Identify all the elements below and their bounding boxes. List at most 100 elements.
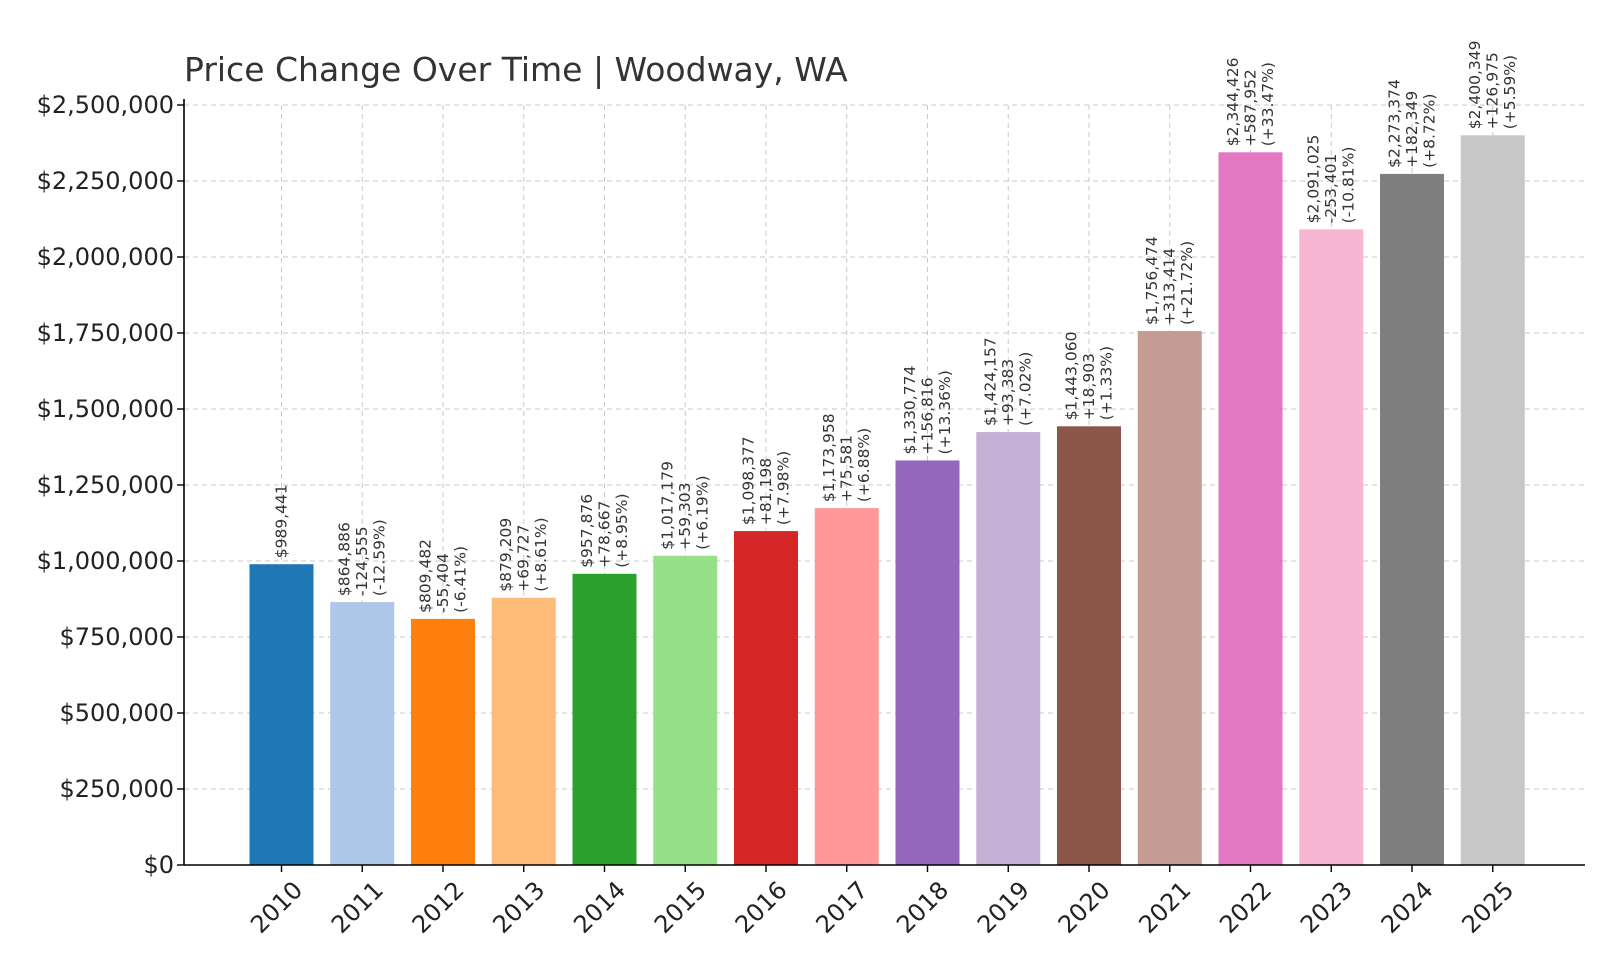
data-label-line: +75,581 bbox=[838, 435, 856, 502]
data-label-line: +126,975 bbox=[1484, 52, 1502, 129]
data-label-line: (+33.47%) bbox=[1259, 62, 1277, 146]
data-label-line: $2,344,426 bbox=[1224, 58, 1242, 147]
data-label-line: $1,330,774 bbox=[901, 366, 919, 455]
data-label-line: $1,443,060 bbox=[1063, 332, 1081, 421]
bar-2021 bbox=[1137, 331, 1202, 866]
data-label-line: (+21.72%) bbox=[1178, 241, 1196, 325]
bar-2017 bbox=[814, 508, 879, 865]
data-label-line: (-10.81%) bbox=[1340, 147, 1358, 224]
data-label-line: $1,098,377 bbox=[740, 436, 758, 525]
data-label-line: +587,952 bbox=[1242, 69, 1260, 146]
data-label-2011: $864,886 -124,555 (-12.59%) bbox=[336, 519, 389, 596]
data-label-line: $2,273,374 bbox=[1386, 79, 1404, 168]
data-label-line: +182,349 bbox=[1403, 91, 1421, 168]
bar-2018 bbox=[895, 460, 960, 865]
data-label-line: +18,903 bbox=[1080, 353, 1098, 420]
x-tick-label: 2025 bbox=[1456, 876, 1519, 939]
y-tick-label: $1,500,000 bbox=[37, 395, 174, 423]
x-tick-label: 2023 bbox=[1295, 876, 1358, 939]
data-label-line: $1,173,958 bbox=[820, 413, 838, 502]
data-label-line: (+13.36%) bbox=[936, 370, 954, 454]
data-label-line: $957,876 bbox=[578, 494, 596, 568]
data-label-line: +313,414 bbox=[1161, 248, 1179, 325]
data-label-line: $1,017,179 bbox=[659, 461, 677, 550]
data-label-line: -253,401 bbox=[1322, 154, 1340, 224]
data-label-line: +81,198 bbox=[757, 458, 775, 525]
x-tick-label: 2021 bbox=[1133, 876, 1196, 939]
x-tick-label: 2018 bbox=[891, 876, 954, 939]
bar-2010 bbox=[249, 564, 314, 865]
x-tick-label: 2012 bbox=[407, 876, 470, 939]
data-label-line: $1,756,474 bbox=[1143, 236, 1161, 325]
data-label-line: (+8.61%) bbox=[532, 517, 550, 591]
data-label-line: (+7.98%) bbox=[775, 451, 793, 525]
x-tick-label: 2020 bbox=[1053, 876, 1116, 939]
data-label-line: (-12.59%) bbox=[371, 519, 389, 596]
y-tick-label: $1,750,000 bbox=[37, 319, 174, 347]
bar-2011 bbox=[330, 602, 395, 865]
data-label-line: (+1.33%) bbox=[1098, 346, 1116, 420]
x-tick-label: 2019 bbox=[972, 876, 1035, 939]
x-tick-label: 2022 bbox=[1214, 876, 1277, 939]
y-tick-label: $2,000,000 bbox=[37, 243, 174, 271]
data-label-line: $879,209 bbox=[497, 518, 515, 592]
bar-2025 bbox=[1460, 135, 1525, 866]
data-label-2023: $2,091,025 -253,401 (-10.81%) bbox=[1305, 135, 1358, 224]
data-label-line: $2,400,349 bbox=[1466, 41, 1484, 130]
data-label-line: +156,816 bbox=[919, 377, 937, 454]
data-label-line: -124,555 bbox=[353, 526, 371, 596]
data-label-line: -55,404 bbox=[434, 553, 452, 613]
data-label-line: $809,482 bbox=[417, 539, 435, 613]
data-label-line: (+6.19%) bbox=[694, 475, 712, 549]
data-label-2017: $1,173,958 +75,581 (+6.88%) bbox=[820, 413, 873, 502]
y-tick-label: $1,000,000 bbox=[37, 547, 174, 575]
data-label-line: $989,441 bbox=[273, 484, 291, 558]
bar-2020 bbox=[1057, 426, 1121, 865]
bar-2014 bbox=[572, 573, 637, 865]
data-label-2012: $809,482 -55,404 (-6.41%) bbox=[417, 539, 470, 613]
bar-2022 bbox=[1218, 152, 1283, 865]
bar-2023 bbox=[1299, 229, 1364, 866]
x-tick-label: 2013 bbox=[487, 876, 550, 939]
x-tick-label: 2024 bbox=[1376, 876, 1439, 939]
data-label-line: +69,727 bbox=[515, 524, 533, 591]
data-label-2015: $1,017,179 +59,303 (+6.19%) bbox=[659, 461, 712, 550]
data-label-line: (+8.95%) bbox=[613, 493, 631, 567]
data-label-2018: $1,330,774 +156,816 (+13.36%) bbox=[901, 366, 954, 455]
y-tick-label: $750,000 bbox=[59, 623, 174, 651]
data-label-line: +78,667 bbox=[596, 501, 614, 568]
bar-2016 bbox=[734, 531, 798, 865]
data-label-line: (+6.88%) bbox=[855, 428, 873, 502]
x-tick-label: 2016 bbox=[730, 876, 793, 939]
bar-2019 bbox=[976, 432, 1041, 865]
data-label-2014: $957,876 +78,667 (+8.95%) bbox=[578, 493, 631, 567]
y-tick-label: $2,250,000 bbox=[37, 167, 174, 195]
data-label-line: $864,886 bbox=[336, 522, 354, 596]
y-tick-label: $250,000 bbox=[59, 775, 174, 803]
chart-title: Price Change Over Time | Woodway, WA bbox=[184, 50, 848, 89]
y-tick-label: $2,500,000 bbox=[37, 91, 174, 119]
data-label-line: +93,383 bbox=[999, 359, 1017, 426]
data-label-2016: $1,098,377 +81,198 (+7.98%) bbox=[740, 436, 793, 525]
x-tick-label: 2017 bbox=[810, 876, 873, 939]
data-label-2024: $2,273,374 +182,349 (+8.72%) bbox=[1386, 79, 1439, 168]
data-label-2025: $2,400,349 +126,975 (+5.59%) bbox=[1466, 41, 1519, 130]
data-label-2021: $1,756,474 +313,414 (+21.72%) bbox=[1143, 236, 1196, 325]
data-label-2019: $1,424,157 +93,383 (+7.02%) bbox=[982, 337, 1035, 426]
bar-2013 bbox=[491, 597, 556, 865]
x-tick-label: 2014 bbox=[568, 876, 631, 939]
data-label-2022: $2,344,426 +587,952 (+33.47%) bbox=[1224, 58, 1277, 147]
data-label-line: $1,424,157 bbox=[982, 337, 1000, 426]
y-tick-label: $0 bbox=[143, 851, 174, 879]
bar-2012 bbox=[411, 618, 475, 865]
data-label-line: +59,303 bbox=[676, 483, 694, 550]
data-label-line: (+8.72%) bbox=[1421, 94, 1439, 168]
data-label-line: (-6.41%) bbox=[452, 546, 470, 613]
data-label-2020: $1,443,060 +18,903 (+1.33%) bbox=[1063, 332, 1116, 421]
data-label-line: (+5.59%) bbox=[1501, 55, 1519, 129]
y-tick-label: $500,000 bbox=[59, 699, 174, 727]
x-tick-label: 2015 bbox=[649, 876, 712, 939]
data-label-line: (+7.02%) bbox=[1017, 352, 1035, 426]
